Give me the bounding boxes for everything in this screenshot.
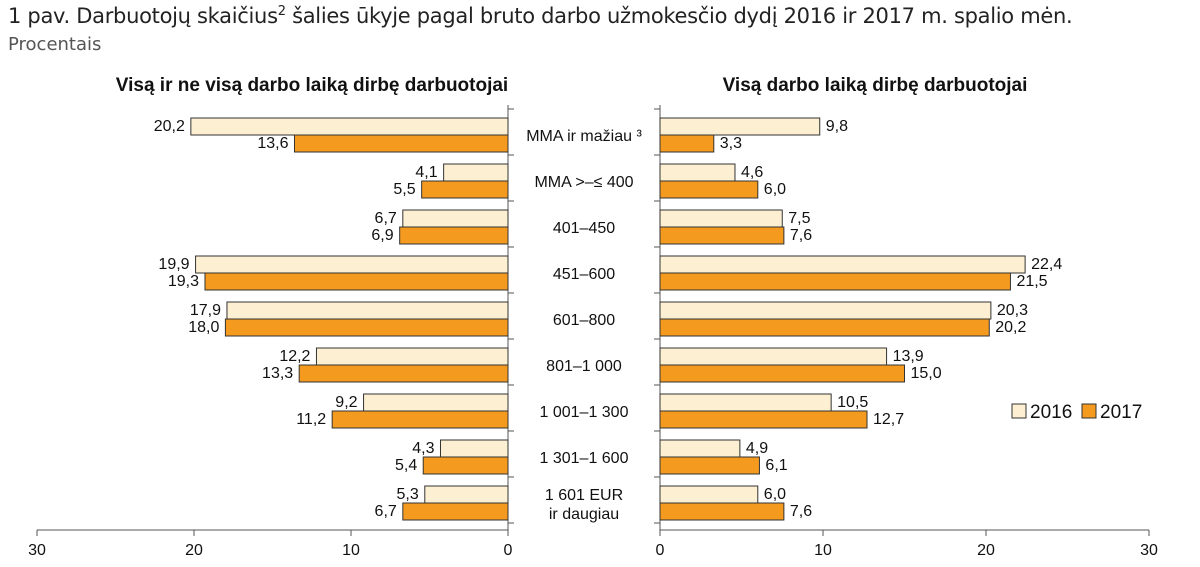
left-axis-tick-label: 20	[185, 542, 203, 559]
right-panel-title: Visą darbo laiką dirbę darbuotojai	[723, 75, 1028, 96]
category-label: 1 601 EUR	[545, 487, 623, 504]
left-bar-2016	[195, 255, 509, 274]
left-bar-label: 17,9	[190, 302, 221, 319]
left-bar-2017	[402, 502, 509, 521]
right-bar-label: 6,0	[764, 181, 786, 198]
right-bar-2017	[659, 226, 785, 245]
left-bar-label: 9,2	[335, 394, 357, 411]
left-bar-label: 4,1	[415, 164, 437, 181]
category-label: 601–800	[553, 312, 615, 329]
legend-swatch-2016	[1011, 403, 1027, 419]
left-bar-label: 5,4	[395, 457, 417, 474]
category-label: MMA ir mažiau ³	[526, 128, 642, 145]
chart-title: 1 pav. Darbuotojų skaičius2 šalies ūkyje…	[8, 4, 1073, 28]
right-bar-2016	[659, 117, 821, 136]
right-bar-label: 22,4	[1031, 256, 1062, 273]
left-bar-label: 6,7	[375, 503, 397, 520]
left-bar-label: 19,3	[168, 273, 199, 290]
right-bar-label: 13,9	[893, 348, 924, 365]
left-bar-2016	[424, 485, 509, 504]
left-bar-label: 13,6	[257, 135, 288, 152]
right-bar-label: 9,8	[826, 118, 848, 135]
right-bar-label: 10,5	[837, 394, 868, 411]
right-bar-label: 4,6	[741, 164, 763, 181]
left-bar-label: 19,9	[158, 256, 189, 273]
left-bar-2017	[331, 410, 509, 429]
legend-swatch-2017	[1081, 403, 1097, 419]
category-label: 401–450	[553, 220, 615, 237]
left-bar-label: 5,3	[397, 486, 419, 503]
right-bar-label: 21,5	[1016, 273, 1047, 290]
right-bar-label: 12,7	[873, 411, 904, 428]
left-bar-label: 6,7	[375, 210, 397, 227]
right-bar-label: 20,2	[995, 319, 1026, 336]
left-bar-2017	[399, 226, 509, 245]
chart-subtitle: Procentais	[8, 34, 102, 55]
left-bar-2017	[224, 318, 509, 337]
left-bar-2017	[298, 364, 509, 383]
left-bar-2017	[422, 456, 509, 475]
category-label: 451–600	[553, 266, 615, 283]
left-bar-2016	[226, 301, 509, 320]
right-bar-2017	[659, 272, 1011, 291]
right-bar-label: 4,9	[746, 440, 768, 457]
right-bar-2017	[659, 364, 905, 383]
right-axis-tick-label: 10	[814, 542, 832, 559]
left-axis-tick-label: 0	[504, 542, 513, 559]
left-bar-2016	[363, 393, 509, 412]
category-label: 1 301–1 600	[540, 450, 629, 467]
left-bar-label: 18,0	[188, 319, 219, 336]
category-label: 1 001–1 300	[540, 404, 629, 421]
left-bar-2017	[293, 134, 509, 153]
left-bar-label: 11,2	[296, 411, 326, 428]
left-bar-2017	[204, 272, 509, 291]
right-bar-label: 3,3	[720, 135, 742, 152]
left-axis-tick-label: 10	[342, 542, 360, 559]
right-bar-2016	[659, 163, 736, 182]
right-bar-2016	[659, 301, 992, 320]
right-bar-label: 6,1	[765, 457, 787, 474]
left-bar-label: 20,2	[154, 118, 185, 135]
right-bar-2017	[659, 456, 760, 475]
right-bar-label: 7,5	[788, 210, 810, 227]
left-bar-label: 6,9	[371, 227, 393, 244]
right-bar-2016	[659, 439, 741, 458]
right-bar-label: 7,6	[790, 227, 812, 244]
category-label: 801–1 000	[546, 358, 622, 375]
right-axis-tick-label: 0	[656, 542, 665, 559]
right-axis-tick-label: 30	[1140, 542, 1158, 559]
right-bar-2016	[659, 347, 888, 366]
left-bar-2016	[315, 347, 509, 366]
legend-label-2016: 2016	[1030, 402, 1072, 423]
right-bar-label: 7,6	[790, 503, 812, 520]
right-bar-2016	[659, 485, 759, 504]
right-bar-2016	[659, 209, 783, 228]
right-bar-2017	[659, 318, 990, 337]
legend-label-2017: 2017	[1100, 402, 1142, 423]
left-bar-label: 4,3	[412, 440, 434, 457]
right-bar-label: 20,3	[997, 302, 1028, 319]
left-bar-2017	[421, 180, 509, 199]
left-bar-label: 5,5	[393, 181, 415, 198]
right-bar-2016	[659, 255, 1026, 274]
right-bar-label: 15,0	[911, 365, 942, 382]
left-bar-2016	[443, 163, 509, 182]
left-bar-2016	[402, 209, 509, 228]
left-bar-label: 12,2	[279, 348, 310, 365]
left-axis-tick-label: 30	[28, 542, 46, 559]
right-bar-2017	[659, 134, 715, 153]
right-bar-2017	[659, 410, 868, 429]
right-axis-tick-label: 20	[977, 542, 995, 559]
left-bar-2016	[439, 439, 509, 458]
left-panel-title: Visą ir ne visą darbo laiką dirbę darbuo…	[116, 75, 508, 96]
right-bar-2017	[659, 180, 759, 199]
category-label: ir daugiau	[549, 506, 619, 523]
left-bar-label: 13,3	[262, 365, 293, 382]
category-label: MMA >–≤ 400	[534, 174, 633, 191]
left-bar-2016	[190, 117, 509, 136]
right-bar-2017	[659, 502, 785, 521]
right-bar-label: 6,0	[764, 486, 786, 503]
right-bar-2016	[659, 393, 832, 412]
